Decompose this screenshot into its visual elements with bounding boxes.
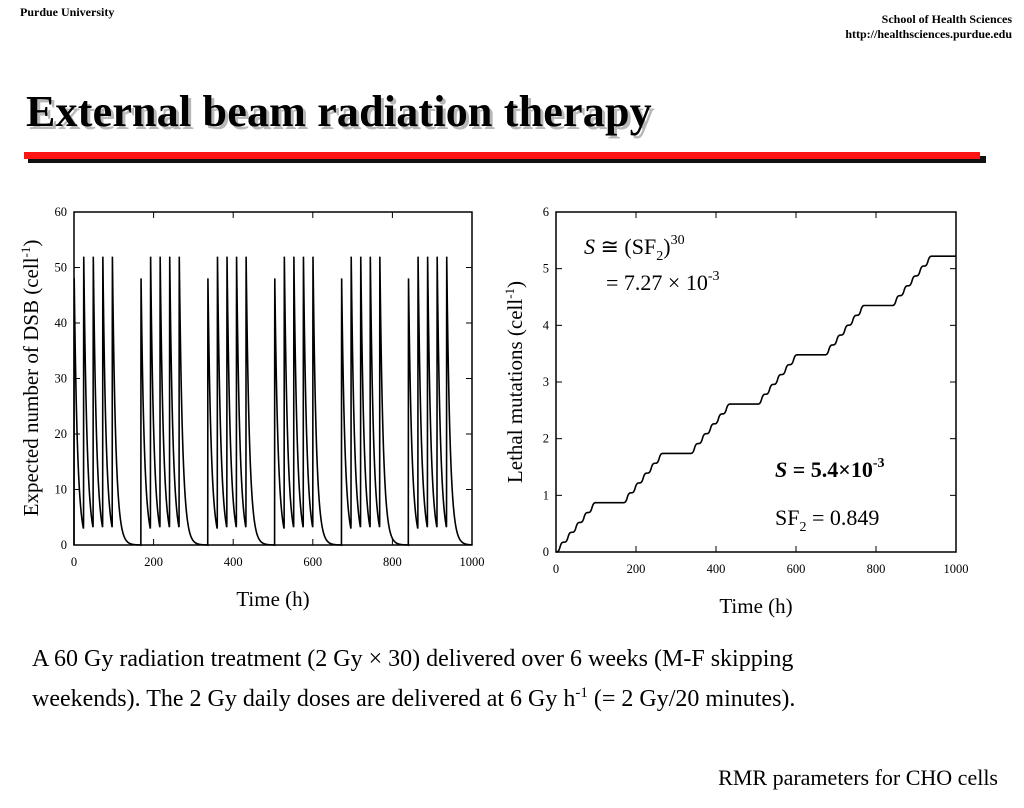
header-school-url: http://healthsciences.purdue.edu xyxy=(845,27,1012,41)
annotation-s-value-text: = 7.27 × 10 xyxy=(606,270,708,295)
annotation-s-approx-close: ) xyxy=(663,234,670,259)
lm-y-tick-label: 2 xyxy=(543,432,549,446)
lm-y-axis-label-sup: -1 xyxy=(502,288,517,299)
annotation-sf2-value: = 0.849 xyxy=(806,505,879,530)
lm-y-tick-label: 3 xyxy=(543,375,549,389)
dsb-y-axis-label: Expected number of DSB (cell-1) xyxy=(18,240,43,517)
caption-line-2-sup: -1 xyxy=(575,685,588,701)
dsb-y-axis-label-sup: -1 xyxy=(18,247,33,258)
lm-y-axis-label: Lethal mutations (cell-1) xyxy=(502,281,527,483)
dsb-x-tick-label: 0 xyxy=(71,555,77,569)
annotation-s-value: = 7.27 × 10-3 xyxy=(606,269,720,295)
dsb-y-tick-label: 20 xyxy=(55,427,68,441)
annotation-s-result-sup: -3 xyxy=(873,456,885,471)
dsb-y-tick-label: 60 xyxy=(55,205,68,219)
dsb-y-tick-label: 40 xyxy=(55,316,68,330)
lm-x-tick-label: 400 xyxy=(707,562,726,576)
footer-note: RMR parameters for CHO cells xyxy=(718,765,998,790)
lm-y-axis-label-main: Lethal mutations (cell xyxy=(503,299,527,483)
lm-y-tick-label: 6 xyxy=(543,205,549,219)
lm-y-tick-label: 4 xyxy=(543,318,550,332)
caption-line-2: weekends). The 2 Gy daily doses are deli… xyxy=(32,676,1007,716)
header-school-name: School of Health Sciences xyxy=(881,12,1012,26)
lm-x-tick-label: 0 xyxy=(553,562,559,576)
annotation-s-approx-sup: 30 xyxy=(671,233,685,248)
annotation-s-symbol: S xyxy=(584,234,595,259)
dsb-x-axis-label: Time (h) xyxy=(236,587,309,611)
dsb-y-tick-label: 10 xyxy=(55,483,68,497)
dsb-y-tick-label: 0 xyxy=(61,538,67,552)
dsb-y-tick-label: 30 xyxy=(55,372,68,386)
lm-y-tick-label: 0 xyxy=(543,545,549,559)
caption-line-2-b: (= 2 Gy/20 minutes). xyxy=(587,686,796,712)
annotation-sf2-main: SF xyxy=(775,505,799,530)
dsb-tick-labels: 0 200 400 600 800 1000 0 10 20 30 40 50 60 xyxy=(55,205,485,569)
caption: A 60 Gy radiation treatment (2 Gy × 30) … xyxy=(32,642,1007,716)
dsb-y-tick-label: 50 xyxy=(55,261,68,275)
lm-y-tick-label: 1 xyxy=(543,488,549,502)
annotation-s-result-text: = 5.4×10 xyxy=(787,457,873,482)
dsb-x-tick-label: 400 xyxy=(224,555,243,569)
dsb-y-axis-label-end: ) xyxy=(19,240,43,247)
slide-title: External beam radiation therapy xyxy=(26,87,652,136)
lm-plot-frame xyxy=(555,211,957,553)
header-school: School of Health Sciences http://healths… xyxy=(845,12,1012,42)
lm-tick-labels: 0 200 400 600 800 1000 0 1 2 3 4 5 6 xyxy=(543,205,969,576)
title-rule xyxy=(24,152,980,159)
lm-ticks xyxy=(556,212,956,552)
caption-line-1: A 60 Gy radiation treatment (2 Gy × 30) … xyxy=(32,646,794,672)
dsb-x-tick-label: 1000 xyxy=(460,555,485,569)
annotation-s-approx: S ≅ (SF2)30 xyxy=(584,233,685,264)
annotation-s-approx-sub: 2 xyxy=(656,249,663,264)
annotation-sf2: SF2 = 0.849 xyxy=(775,505,879,535)
dsb-series-line xyxy=(73,256,473,547)
lm-x-tick-label: 1000 xyxy=(944,562,969,576)
annotation-s-result: S = 5.4×10-3 xyxy=(775,456,885,482)
dsb-ticks xyxy=(74,212,472,545)
dsb-x-tick-label: 800 xyxy=(383,555,402,569)
header-institution: Purdue University xyxy=(20,5,115,19)
annotation-s-result-symbol: S xyxy=(775,457,787,482)
annotation-s-value-sup: -3 xyxy=(708,269,720,284)
dsb-x-tick-label: 200 xyxy=(144,555,163,569)
dsb-y-axis-label-main: Expected number of DSB (cell xyxy=(19,257,43,516)
caption-line-2-a: weekends). The 2 Gy daily doses are deli… xyxy=(32,686,576,712)
lm-x-tick-label: 600 xyxy=(787,562,806,576)
lm-x-tick-label: 800 xyxy=(867,562,886,576)
lm-series-line xyxy=(556,255,956,553)
lm-x-axis-label: Time (h) xyxy=(719,594,792,618)
lm-y-axis-label-end: ) xyxy=(503,281,527,288)
annotation-sf2-sub: 2 xyxy=(799,520,806,535)
annotation-s-approx-text: ≅ (SF xyxy=(595,234,656,259)
dsb-x-tick-label: 600 xyxy=(303,555,322,569)
lethal-mutations-chart: 0 200 400 600 800 1000 0 1 2 3 4 5 6 Time (h) Lethal… xyxy=(502,205,969,618)
lm-y-tick-label: 5 xyxy=(543,262,549,276)
dsb-plot-frame xyxy=(73,211,473,546)
lm-x-tick-label: 200 xyxy=(627,562,646,576)
title-rule-shadow xyxy=(28,156,986,163)
